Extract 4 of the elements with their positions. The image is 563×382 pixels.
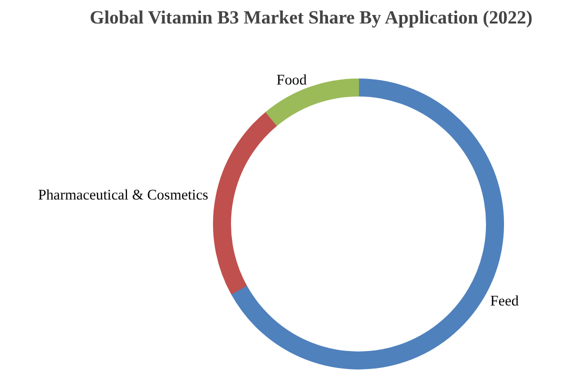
slice-label: Food	[276, 72, 308, 88]
slice-label: Pharmaceutical & Cosmetics	[38, 187, 209, 204]
chart-title: Global Vitamin B3 Market Share By Application (2022)	[90, 8, 532, 28]
slice-label: Feed	[490, 294, 520, 310]
